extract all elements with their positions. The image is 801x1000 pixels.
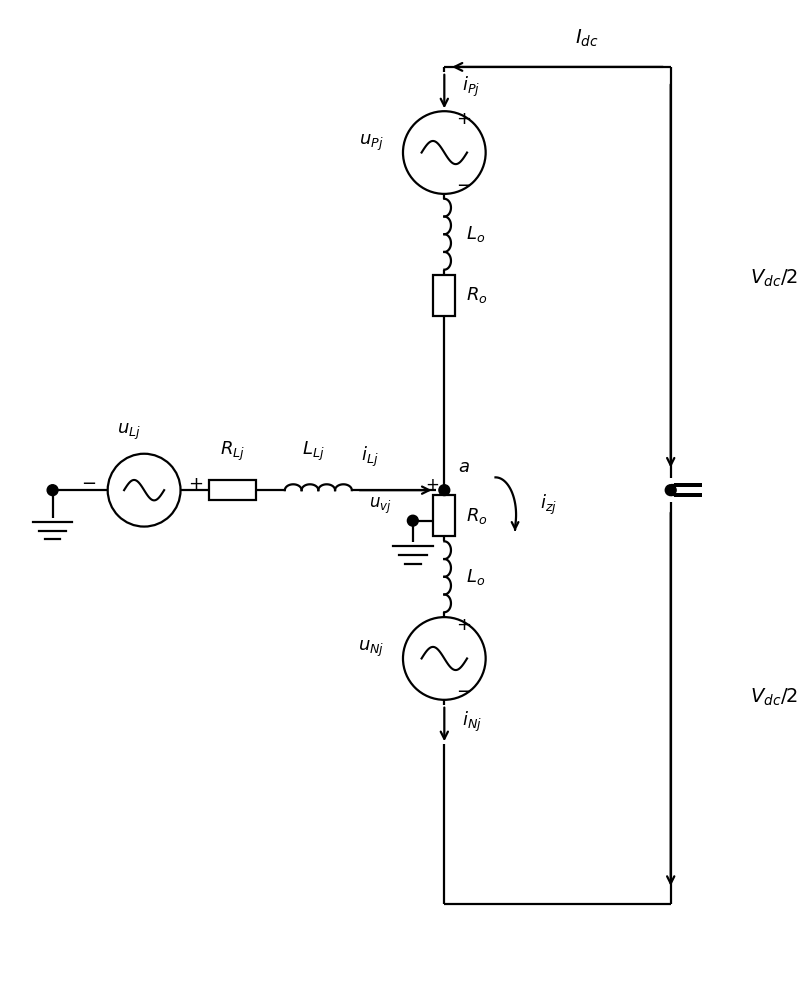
Bar — [209, 480, 256, 500]
Text: +: + — [456, 616, 471, 634]
Text: $V_{dc}/2$: $V_{dc}/2$ — [750, 686, 798, 708]
Text: +: + — [456, 110, 471, 128]
Text: $R_{Lj}$: $R_{Lj}$ — [220, 439, 245, 463]
Text: $u_{Pj}$: $u_{Pj}$ — [359, 133, 384, 153]
Text: $R_o$: $R_o$ — [466, 506, 488, 526]
Text: $I_{dc}$: $I_{dc}$ — [575, 28, 599, 49]
Text: $V_{dc}/2$: $V_{dc}/2$ — [750, 268, 798, 289]
Text: $i_{Pj}$: $i_{Pj}$ — [462, 74, 480, 99]
Circle shape — [666, 485, 676, 496]
Text: $i_{zj}$: $i_{zj}$ — [540, 493, 557, 517]
Circle shape — [408, 515, 418, 526]
Text: $u_{vj}$: $u_{vj}$ — [368, 496, 391, 516]
Text: $a$: $a$ — [458, 458, 470, 476]
Text: $u_{Lj}$: $u_{Lj}$ — [118, 422, 141, 442]
Text: +: + — [425, 476, 440, 494]
Circle shape — [439, 485, 449, 496]
Text: −: − — [456, 177, 471, 195]
Text: +: + — [188, 475, 203, 493]
Bar — [433, 275, 455, 316]
Circle shape — [47, 485, 58, 496]
Text: −: − — [456, 683, 471, 701]
Text: $R_o$: $R_o$ — [466, 285, 488, 305]
Text: $u_{Nj}$: $u_{Nj}$ — [358, 639, 384, 659]
Text: $L_o$: $L_o$ — [466, 224, 485, 244]
Text: −: − — [81, 475, 96, 493]
Text: $L_o$: $L_o$ — [466, 567, 485, 587]
Bar — [433, 495, 455, 536]
Text: $i_{Lj}$: $i_{Lj}$ — [360, 444, 378, 469]
Text: $L_{Lj}$: $L_{Lj}$ — [302, 439, 324, 463]
Text: $i_{Nj}$: $i_{Nj}$ — [462, 710, 482, 734]
